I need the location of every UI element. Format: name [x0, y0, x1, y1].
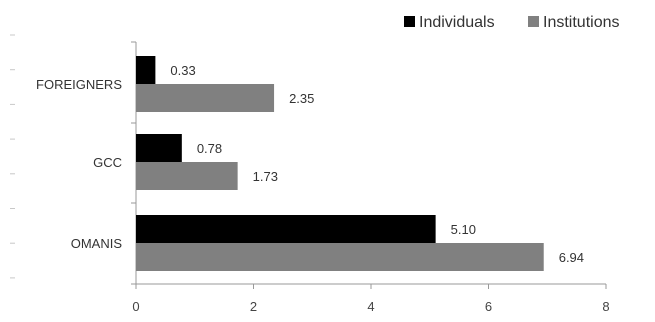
data-label-individuals-omanis: 5.10 [451, 222, 476, 237]
x-tick-label: 6 [485, 299, 492, 314]
category-labels: FOREIGNERS GCC OMANIS [36, 77, 122, 251]
data-label-individuals-gcc: 0.78 [197, 141, 222, 156]
bar-institutions-foreigners [136, 84, 275, 112]
legend-swatch-institutions [528, 16, 539, 27]
x-axis-ticks: 0 2 4 6 8 [132, 284, 610, 314]
x-tick-label: 2 [250, 299, 257, 314]
bar-institutions-omanis [136, 243, 544, 271]
legend-label-institutions: Institutions [543, 14, 619, 31]
legend-swatch-individuals [404, 16, 415, 27]
x-tick-label: 8 [602, 299, 609, 314]
data-label-institutions-foreigners: 2.35 [289, 91, 314, 106]
category-label-foreigners: FOREIGNERS [36, 77, 122, 92]
legend: Individuals Institutions [404, 14, 619, 31]
bar-individuals-omanis [136, 215, 436, 243]
data-label-institutions-gcc: 1.73 [253, 169, 278, 184]
bar-institutions-gcc [136, 162, 238, 190]
legend-label-individuals: Individuals [419, 14, 495, 31]
bars [136, 56, 544, 271]
data-labels: 0.33 2.35 0.78 1.73 5.10 6.94 [170, 63, 584, 265]
data-label-individuals-foreigners: 0.33 [170, 63, 195, 78]
category-label-gcc: GCC [93, 155, 122, 170]
category-label-omanis: OMANIS [71, 236, 123, 251]
left-edge-ticks [10, 34, 15, 279]
x-tick-label: 4 [367, 299, 374, 314]
data-label-institutions-omanis: 6.94 [559, 250, 584, 265]
bar-individuals-gcc [136, 134, 182, 162]
bar-individuals-foreigners [136, 56, 156, 84]
x-tick-label: 0 [132, 299, 139, 314]
